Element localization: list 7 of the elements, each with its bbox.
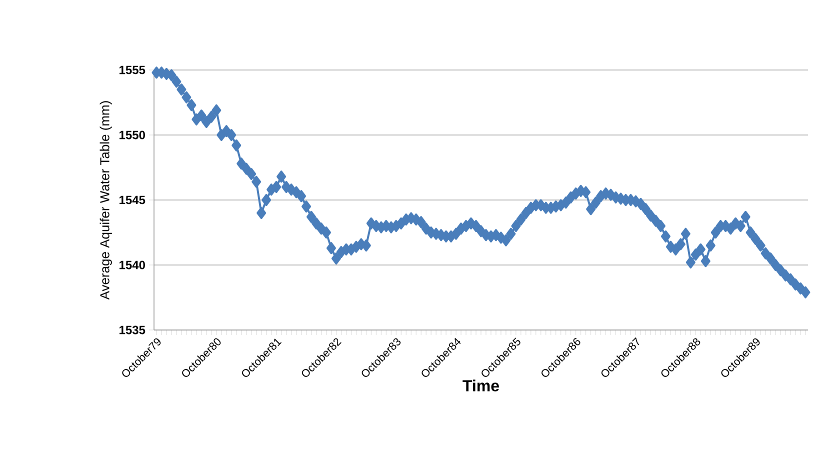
y-tick-label: 1535 (120, 326, 146, 334)
y-tick-label: 1540 (120, 260, 145, 270)
y-tick-label: 1550 (120, 130, 145, 140)
x-axis-title: Time (462, 380, 499, 392)
y-tick-label: 1545 (120, 196, 146, 204)
y-axis-title: Average Aquifer Water Table (mm) (100, 101, 112, 300)
y-tick-label: 1555 (120, 66, 146, 74)
